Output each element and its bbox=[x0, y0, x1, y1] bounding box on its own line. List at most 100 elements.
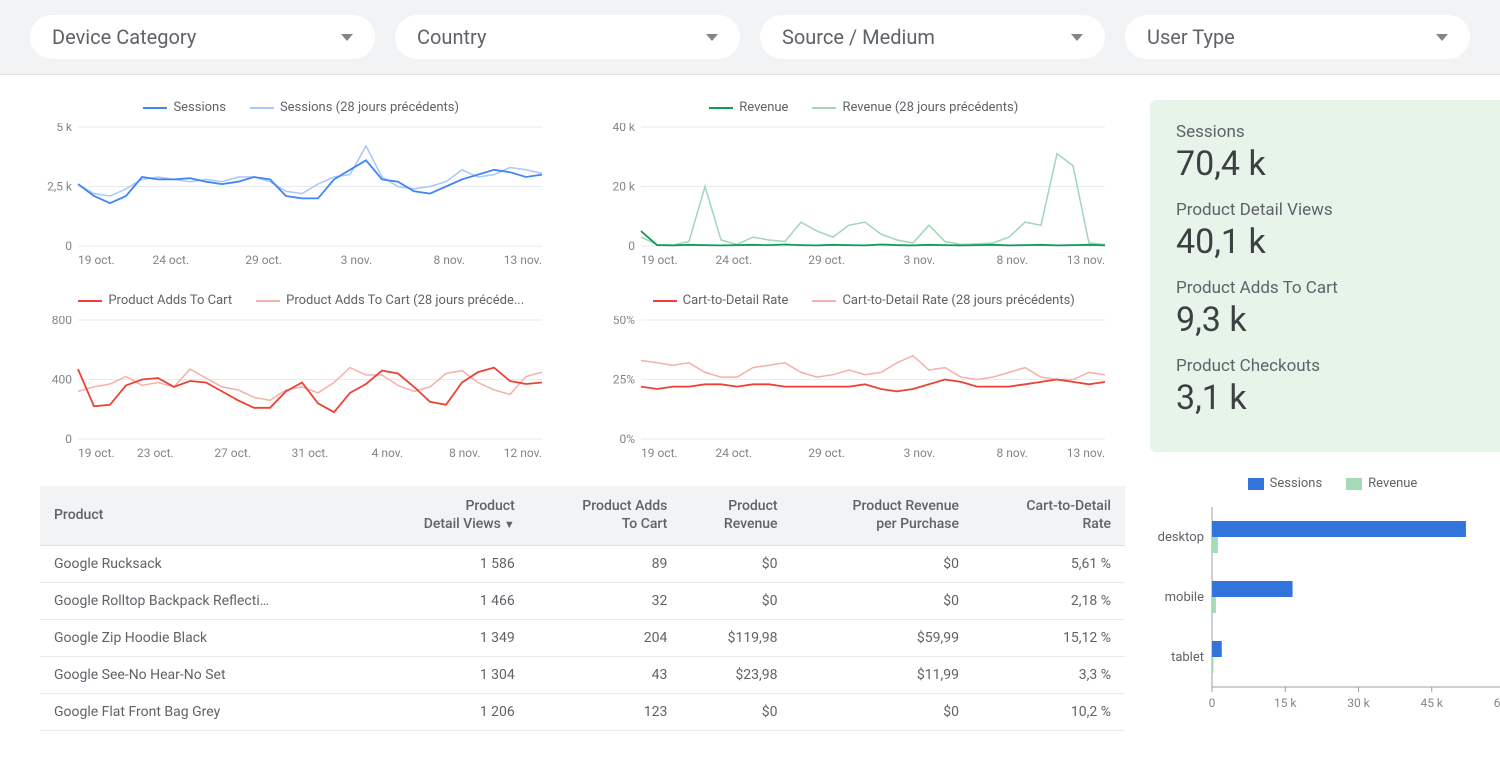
svg-text:29 oct.: 29 oct. bbox=[245, 253, 282, 267]
svg-text:13 nov.: 13 nov. bbox=[1066, 253, 1104, 267]
table-cell: Google Zip Hoodie Black bbox=[40, 620, 368, 657]
table-cell: 123 bbox=[529, 694, 682, 731]
svg-text:29 oct.: 29 oct. bbox=[808, 446, 845, 460]
table-cell: $0 bbox=[792, 694, 973, 731]
table-cell: 3,3 % bbox=[973, 657, 1125, 694]
svg-text:24 oct.: 24 oct. bbox=[152, 253, 189, 267]
svg-text:31 oct.: 31 oct. bbox=[292, 446, 329, 460]
table-cell: 5,61 % bbox=[973, 546, 1125, 583]
table-cell: 1 304 bbox=[368, 657, 529, 694]
svg-text:400: 400 bbox=[52, 373, 72, 387]
svg-text:0: 0 bbox=[65, 432, 72, 446]
svg-text:13 nov.: 13 nov. bbox=[1066, 446, 1104, 460]
svg-text:mobile: mobile bbox=[1165, 590, 1204, 605]
bar-legend: Sessions Revenue bbox=[1150, 476, 1500, 491]
table-row[interactable]: Google Rolltop Backpack Reflecti…1 46632… bbox=[40, 583, 1125, 620]
legend-label: Product Adds To Cart bbox=[108, 293, 232, 308]
table-cell: 89 bbox=[529, 546, 682, 583]
table-header[interactable]: Product Revenueper Purchase bbox=[792, 486, 973, 546]
table-cell: $0 bbox=[681, 583, 791, 620]
chart-legend: Cart-to-Detail Rate Cart-to-Detail Rate … bbox=[603, 293, 1126, 308]
filter-bar: Device Category Country Source / Medium … bbox=[0, 0, 1500, 75]
table-cell: 204 bbox=[529, 620, 682, 657]
legend-label: Revenue (28 jours précédents) bbox=[842, 100, 1018, 115]
scorecard-label: Product Detail Views bbox=[1176, 200, 1489, 220]
table-cell: 43 bbox=[529, 657, 682, 694]
legend-label: Sessions bbox=[1270, 476, 1323, 491]
table-row[interactable]: Google Rucksack1 58689$0$05,61 % bbox=[40, 546, 1125, 583]
svg-text:8 nov.: 8 nov. bbox=[449, 446, 480, 460]
chevron-down-icon bbox=[1071, 34, 1083, 41]
table-row[interactable]: Google Flat Front Bag Grey1 206123$0$010… bbox=[40, 694, 1125, 731]
table-header[interactable]: Product AddsTo Cart bbox=[529, 486, 682, 546]
table-cell: Google Flat Front Bag Grey bbox=[40, 694, 368, 731]
table-cell: 15,12 % bbox=[973, 620, 1125, 657]
chart-sessions: Sessions Sessions (28 jours précédents) … bbox=[40, 100, 563, 268]
scorecard-panel: Sessions70,4 k Product Detail Views40,1 k… bbox=[1150, 100, 1500, 452]
chart-adds-to-cart: Product Adds To Cart Product Adds To Car… bbox=[40, 293, 563, 461]
svg-text:23 oct.: 23 oct. bbox=[137, 446, 174, 460]
legend-label: Sessions bbox=[173, 100, 226, 115]
scorecard: Sessions70,4 k bbox=[1176, 122, 1489, 184]
chevron-down-icon bbox=[706, 34, 718, 41]
table-cell: Google See-No Hear-No Set bbox=[40, 657, 368, 694]
table-cell: 32 bbox=[529, 583, 682, 620]
table-cell: 1 206 bbox=[368, 694, 529, 731]
svg-text:tablet: tablet bbox=[1171, 650, 1204, 665]
filter-source-medium[interactable]: Source / Medium bbox=[760, 15, 1105, 59]
svg-text:27 oct.: 27 oct. bbox=[214, 446, 251, 460]
svg-text:3 nov.: 3 nov. bbox=[903, 446, 934, 460]
svg-text:25%: 25% bbox=[612, 373, 634, 387]
line-chart-svg: 0%25%50%19 oct.24 oct.29 oct.3 nov.8 nov… bbox=[603, 316, 1113, 461]
scorecard-label: Product Checkouts bbox=[1176, 356, 1489, 376]
svg-text:0: 0 bbox=[628, 239, 635, 253]
table-cell: Google Rolltop Backpack Reflecti… bbox=[40, 583, 368, 620]
legend-label: Revenue bbox=[1368, 476, 1417, 491]
svg-text:3 nov.: 3 nov. bbox=[903, 253, 934, 267]
table-cell: $0 bbox=[681, 546, 791, 583]
scorecard: Product Checkouts3,1 k bbox=[1176, 356, 1489, 418]
scorecard-label: Product Adds To Cart bbox=[1176, 278, 1489, 298]
scorecard-value: 70,4 k bbox=[1176, 144, 1489, 184]
chart-legend: Sessions Sessions (28 jours précédents) bbox=[40, 100, 563, 115]
table-cell: Google Rucksack bbox=[40, 546, 368, 583]
svg-text:29 oct.: 29 oct. bbox=[808, 253, 845, 267]
svg-text:24 oct.: 24 oct. bbox=[715, 446, 752, 460]
legend-label: Sessions (28 jours précédents) bbox=[280, 100, 459, 115]
svg-text:30 k: 30 k bbox=[1347, 696, 1370, 710]
scorecard: Product Detail Views40,1 k bbox=[1176, 200, 1489, 262]
svg-text:19 oct.: 19 oct. bbox=[78, 253, 115, 267]
legend-label: Revenue bbox=[739, 100, 788, 115]
table-cell: $0 bbox=[792, 546, 973, 583]
filter-label: Country bbox=[417, 25, 486, 49]
legend-label: Cart-to-Detail Rate (28 jours précédents… bbox=[842, 293, 1074, 308]
table-header[interactable]: ProductDetail Views▼ bbox=[368, 486, 529, 546]
table-header[interactable]: Cart-to-DetailRate bbox=[973, 486, 1125, 546]
table-cell: $11,99 bbox=[792, 657, 973, 694]
product-table: ProductProductDetail Views▼Product AddsT… bbox=[40, 486, 1125, 731]
svg-text:8 nov.: 8 nov. bbox=[433, 253, 464, 267]
chart-revenue: Revenue Revenue (28 jours précédents) 0 2… bbox=[603, 100, 1126, 268]
svg-text:24 oct.: 24 oct. bbox=[715, 253, 752, 267]
table-row[interactable]: Google Zip Hoodie Black1 349204$119,98$5… bbox=[40, 620, 1125, 657]
table-cell: $59,99 bbox=[792, 620, 973, 657]
chart-legend: Revenue Revenue (28 jours précédents) bbox=[603, 100, 1126, 115]
filter-device-category[interactable]: Device Category bbox=[30, 15, 375, 59]
filter-user-type[interactable]: User Type bbox=[1125, 15, 1470, 59]
table-cell: 10,2 % bbox=[973, 694, 1125, 731]
svg-text:3 nov.: 3 nov. bbox=[341, 253, 372, 267]
filter-country[interactable]: Country bbox=[395, 15, 740, 59]
svg-text:45 k: 45 k bbox=[1420, 696, 1443, 710]
table-header[interactable]: ProductRevenue bbox=[681, 486, 791, 546]
table-header[interactable]: Product bbox=[40, 486, 368, 546]
svg-text:19 oct.: 19 oct. bbox=[641, 253, 678, 267]
line-chart-svg: 020 k40 k19 oct.24 oct.29 oct.3 nov.8 no… bbox=[603, 123, 1113, 268]
table-cell: $0 bbox=[681, 694, 791, 731]
table-cell: 1 349 bbox=[368, 620, 529, 657]
chart-cart-rate: Cart-to-Detail Rate Cart-to-Detail Rate … bbox=[603, 293, 1126, 461]
svg-text:15 k: 15 k bbox=[1274, 696, 1297, 710]
filter-label: User Type bbox=[1147, 25, 1235, 49]
table-row[interactable]: Google See-No Hear-No Set1 30443$23,98$1… bbox=[40, 657, 1125, 694]
scorecard-value: 3,1 k bbox=[1176, 378, 1489, 418]
chevron-down-icon bbox=[1436, 34, 1448, 41]
